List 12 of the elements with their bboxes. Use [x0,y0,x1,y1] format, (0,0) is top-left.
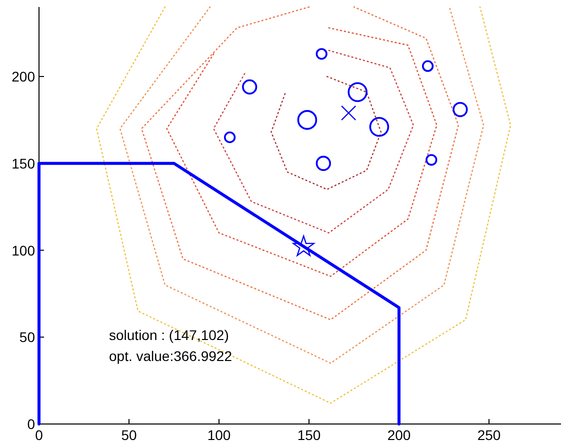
x-tick-label: 50 [121,427,137,443]
y-tick-label: 150 [12,155,36,172]
y-tick-label: 200 [12,68,36,84]
x-tick-label: 100 [207,427,231,443]
x-tick-label: 250 [477,427,501,443]
x-tick-label: 200 [387,427,411,443]
y-tick-label: 100 [12,242,36,258]
annotation: solution : (147,102) [109,327,229,343]
annotation: opt. value:366.9922 [109,348,232,364]
y-tick-label: 50 [19,329,36,346]
y-tick-label: 0 [27,416,36,432]
x-tick-label: 150 [297,427,321,443]
